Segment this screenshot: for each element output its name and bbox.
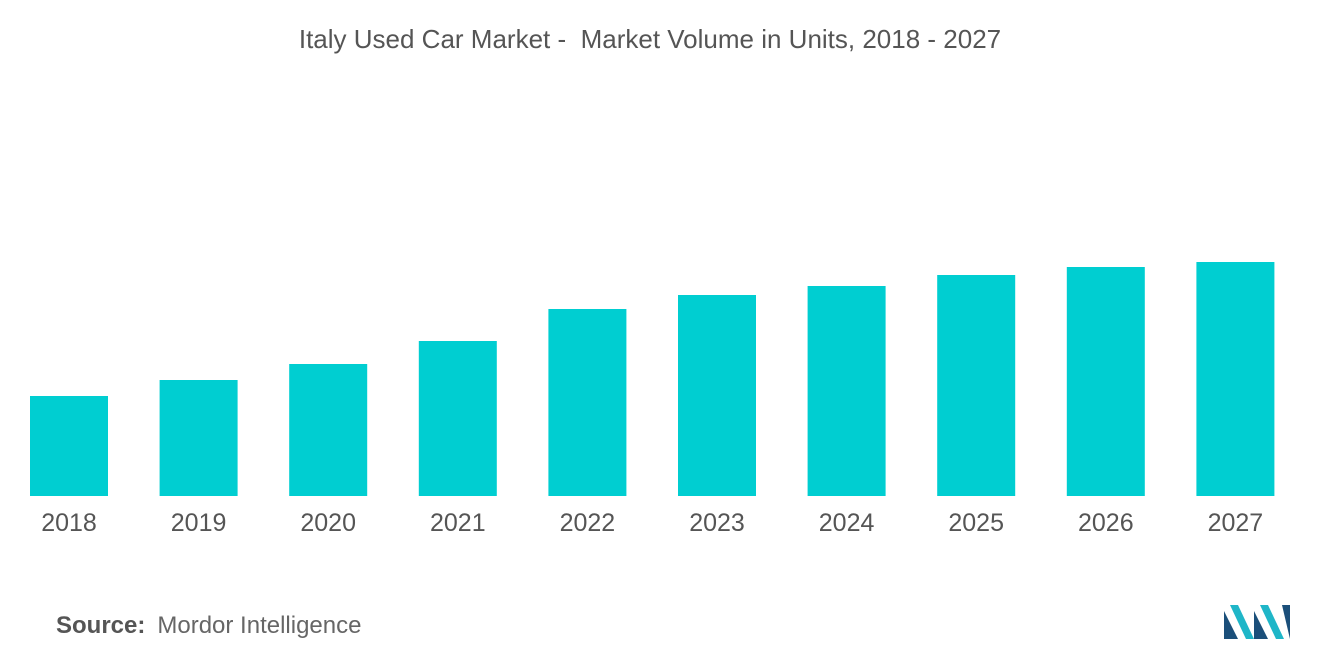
x-tick-label-2018: 2018 — [41, 509, 97, 537]
x-tick-label-2025: 2025 — [948, 509, 1004, 537]
x-tick-label-2019: 2019 — [171, 509, 227, 537]
x-tick-label-2022: 2022 — [560, 509, 616, 537]
bar-2024 — [807, 286, 886, 496]
bar-2027 — [1196, 262, 1275, 496]
x-tick-label-2024: 2024 — [819, 509, 875, 537]
x-tick-label-2021: 2021 — [430, 509, 486, 537]
x-tick-label-2023: 2023 — [689, 509, 745, 537]
bar-2025 — [937, 275, 1016, 496]
x-axis-ticks: 2018 2019 2020 2021 2022 2023 2024 2025 2026 2027 — [41, 509, 1263, 537]
bars-group — [30, 262, 1275, 496]
source-label: Source: — [56, 612, 146, 639]
bar-2022 — [548, 309, 627, 496]
x-tick-label-2020: 2020 — [300, 509, 356, 537]
x-tick-label-2027: 2027 — [1208, 509, 1264, 537]
source-note: Source: Mordor Intelligence — [56, 612, 361, 640]
source-text: Mordor Intelligence — [157, 612, 362, 639]
bar-2026 — [1066, 267, 1145, 496]
bar-2021 — [418, 341, 497, 496]
bar-2023 — [678, 295, 756, 496]
bar-2020 — [289, 364, 368, 496]
bar-2019 — [159, 380, 238, 496]
bar-2018 — [30, 396, 108, 496]
chart-title: Italy Used Car Market - Market Volume in… — [298, 24, 1002, 54]
mordor-intelligence-logo-icon — [1224, 605, 1290, 639]
x-tick-label-2026: 2026 — [1078, 509, 1134, 537]
